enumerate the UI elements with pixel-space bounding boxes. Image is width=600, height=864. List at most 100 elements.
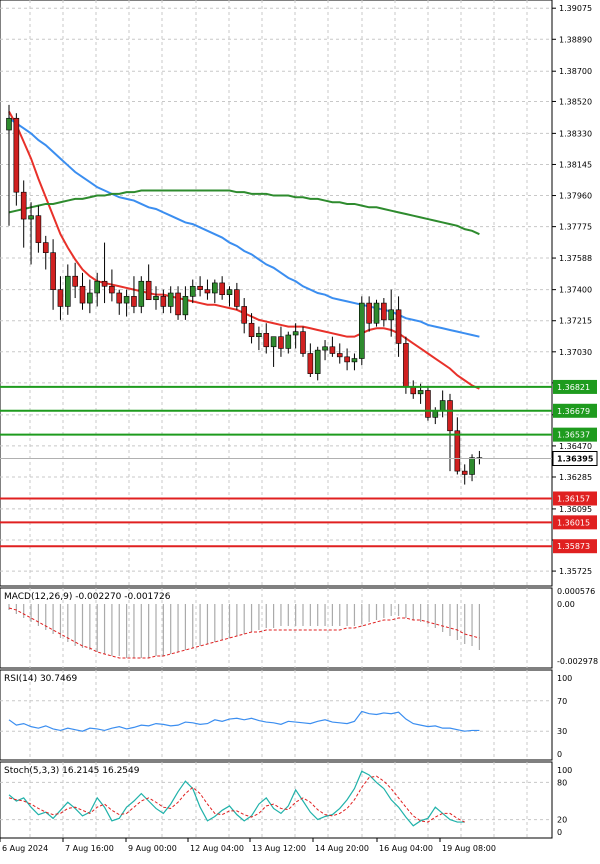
stoch-main-line: [8, 770, 465, 827]
candle: [65, 264, 71, 315]
candle: [300, 326, 306, 357]
candle-body: [182, 296, 189, 316]
price-tick-label: 1.37400: [559, 286, 592, 295]
candle: [219, 276, 225, 300]
candle-body: [344, 356, 350, 363]
candle-body: [87, 292, 93, 304]
candle-body: [123, 296, 130, 304]
stoch-tick-label: 20: [557, 816, 567, 825]
candle: [204, 279, 211, 300]
price-tick-label: 1.38520: [559, 97, 592, 106]
candle-body: [28, 215, 34, 220]
candle: [454, 417, 461, 475]
candle-body: [403, 343, 409, 388]
candle: [138, 276, 145, 314]
candle: [234, 282, 240, 310]
price-tick-label: 1.37960: [559, 192, 592, 201]
candle-body: [366, 302, 372, 324]
price-tick-label: 1.36095: [559, 505, 592, 514]
candle: [79, 272, 86, 310]
candle: [278, 326, 284, 357]
candle: [197, 276, 203, 297]
candle: [307, 343, 314, 378]
stoch-tick-label: 80: [557, 778, 567, 787]
candle-body: [351, 358, 358, 363]
candle: [351, 353, 358, 371]
macd-tick-label: 0.000576: [557, 587, 595, 596]
candle-body: [101, 280, 108, 287]
candle-body: [336, 353, 343, 358]
candle: [212, 279, 218, 304]
current-price-label: 1.36395: [557, 455, 594, 464]
price-tick-label: 1.37588: [559, 254, 592, 263]
x-tick-label: 13 Aug 12:00: [252, 844, 306, 853]
candle-body: [329, 346, 336, 354]
candle: [322, 340, 328, 361]
candle-body: [395, 309, 402, 344]
candle: [336, 343, 343, 364]
candle: [57, 276, 64, 320]
rsi-tick-label: 30: [557, 727, 567, 736]
candle: [50, 239, 56, 310]
candle-body: [219, 282, 225, 295]
candle: [381, 298, 387, 327]
candle-body: [256, 333, 262, 337]
candle: [20, 180, 27, 248]
price-tick-label: 1.39075: [559, 4, 592, 13]
candle-body: [270, 336, 277, 348]
x-tick-label: 9 Aug 00:00: [128, 844, 177, 853]
level-label: 1.36015: [557, 518, 590, 527]
candle: [123, 289, 130, 317]
level-label-box: [553, 491, 597, 506]
macd-title: MACD(12,26,9) -0.002270 -0.001726: [4, 592, 171, 602]
x-tick-label: 16 Aug 04:00: [379, 844, 433, 853]
level-label: 1.36157: [557, 494, 590, 503]
candle-body: [417, 390, 424, 395]
candle: [292, 323, 299, 349]
candle-body: [263, 333, 270, 348]
candle-body: [197, 285, 203, 290]
level-label: 1.36821: [557, 383, 590, 392]
candle: [344, 348, 350, 371]
x-tick-label: 7 Aug 16:00: [65, 844, 114, 853]
rsi-tick-label: 100: [557, 674, 572, 683]
candle-body: [234, 289, 240, 307]
candle-body: [13, 117, 20, 193]
candle-body: [461, 470, 468, 475]
candle: [358, 296, 365, 366]
level-label-box: [553, 515, 597, 530]
price-tick-label: 1.36470: [559, 442, 592, 451]
rsi-pane: [0, 669, 553, 761]
candle: [94, 272, 100, 307]
candle-body: [72, 275, 78, 287]
x-tick-label: 6 Aug 2024: [2, 844, 48, 853]
candle: [395, 296, 402, 357]
candle-body: [285, 334, 292, 349]
candle-body: [116, 292, 123, 304]
candle-body: [6, 117, 12, 131]
candle-body: [145, 280, 152, 301]
candle-body: [439, 400, 446, 411]
candle-body: [314, 349, 321, 374]
candle: [160, 289, 167, 314]
level-label-box: [553, 427, 597, 442]
rsi-title: RSI(14) 30.7469: [4, 674, 77, 684]
price-tick-label: 1.37215: [559, 317, 592, 326]
candle: [153, 286, 159, 310]
candle: [373, 299, 380, 327]
candle: [270, 336, 277, 367]
candle-body: [57, 289, 64, 307]
macd-pane: [0, 587, 553, 669]
candle-body: [138, 280, 145, 307]
rsi-tick-label: 70: [557, 697, 567, 706]
macd-tick-label: 0.00: [557, 600, 575, 609]
candle: [241, 298, 247, 334]
level-label: 1.36537: [557, 431, 590, 440]
candle: [329, 336, 336, 357]
candle-body: [410, 386, 417, 395]
x-tick-label: 14 Aug 20:00: [315, 844, 369, 853]
candle-body: [160, 296, 167, 307]
candle: [87, 279, 93, 314]
